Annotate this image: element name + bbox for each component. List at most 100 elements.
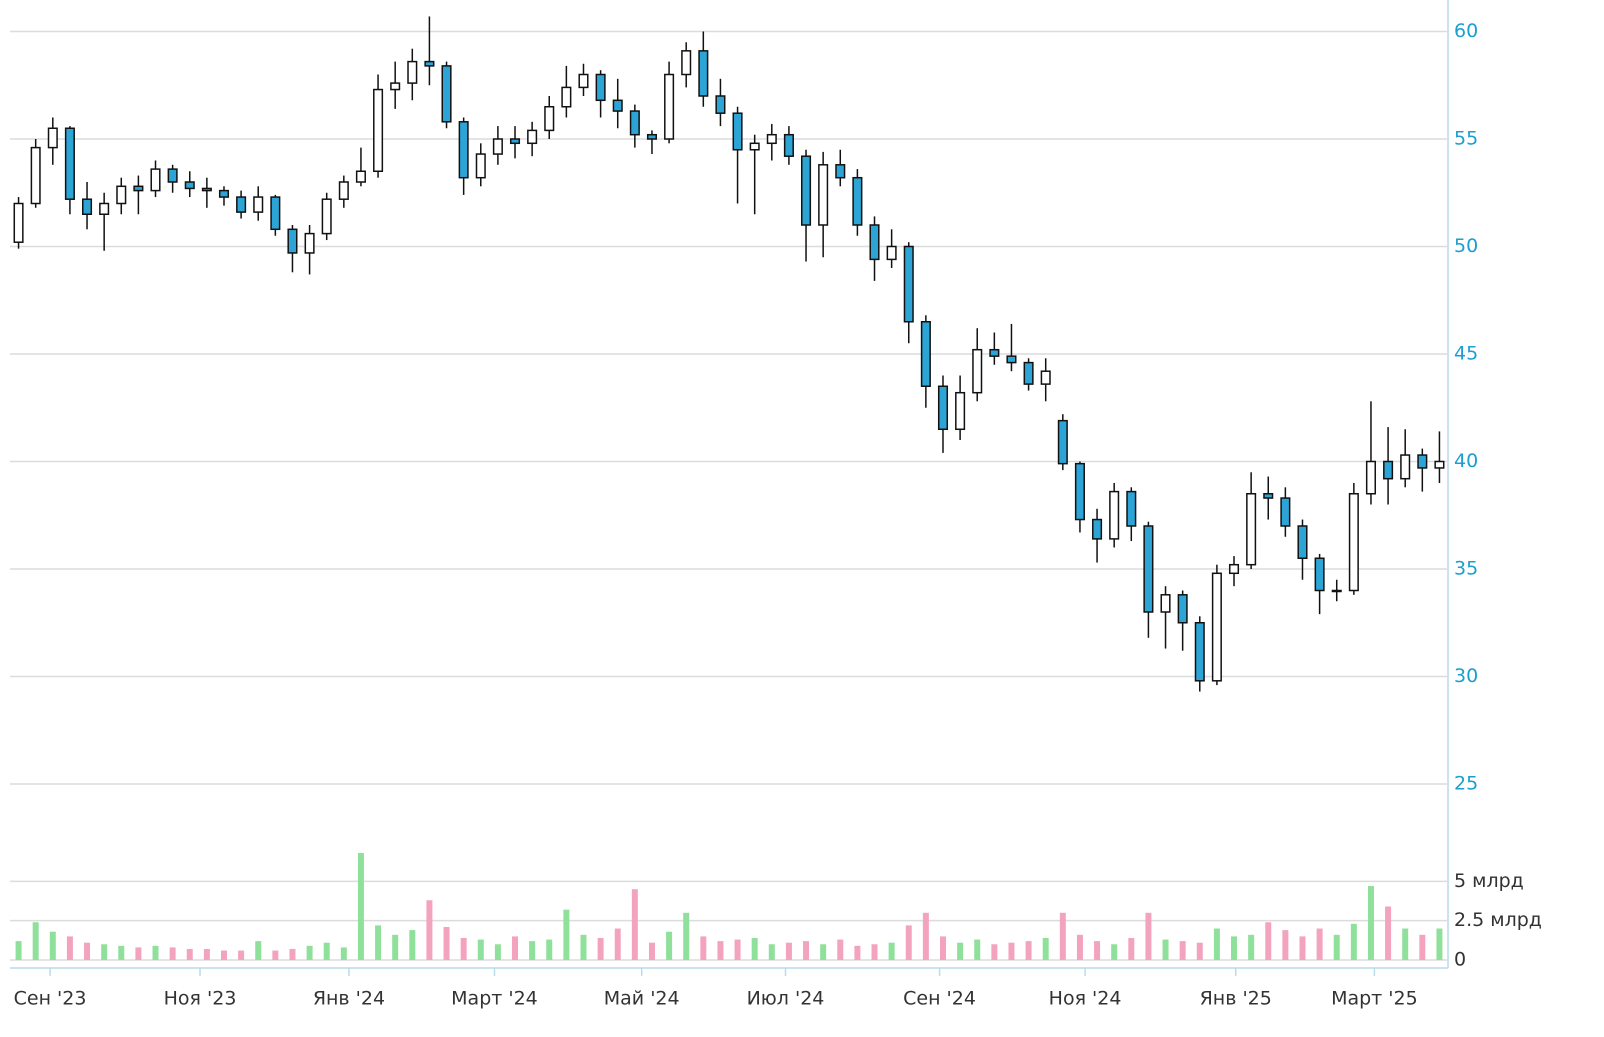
candle-body (715, 95, 726, 114)
volume-bar (631, 889, 638, 960)
candle-body (955, 391, 966, 431)
volume-bar (905, 925, 912, 960)
candle-body (1297, 525, 1308, 559)
candle-body (937, 385, 949, 430)
volume-bar (734, 939, 741, 960)
candle-body (509, 138, 521, 145)
candle-body (801, 155, 812, 226)
volume-bar (1042, 937, 1049, 960)
volume-bar (854, 945, 861, 960)
volume-bar (1128, 937, 1135, 960)
candle-body (218, 189, 230, 198)
volume-bar (1282, 930, 1289, 960)
y-tick-label: 60 (1454, 20, 1478, 42)
volume-bar (888, 942, 895, 960)
candle-body (1211, 572, 1222, 682)
volume-bar (443, 926, 450, 960)
volume-bar (1231, 936, 1238, 960)
volume-bar (460, 937, 467, 960)
y-tick-label: 55 (1454, 128, 1478, 150)
candle-body (133, 185, 144, 192)
volume-bar (563, 909, 570, 960)
volume-bar (1265, 922, 1272, 960)
candle-body (1143, 525, 1154, 613)
candle-body (749, 142, 760, 151)
volume-bar (546, 939, 553, 960)
candle-body (390, 82, 401, 91)
volume-bar (717, 941, 724, 960)
volume-bar (255, 941, 262, 960)
x-tick-label: Март '25 (1331, 988, 1418, 1010)
candle-body (1092, 518, 1103, 540)
candle-body (1023, 361, 1034, 385)
candle-body (732, 112, 743, 151)
volume-bar (1213, 928, 1220, 960)
volume-bar (803, 941, 810, 960)
y-tick-label: 30 (1454, 665, 1478, 687)
candle-body (184, 181, 195, 190)
y-tick-label: 5 млрд (1454, 870, 1524, 892)
candle-body (424, 60, 435, 67)
volume-bar (1299, 936, 1306, 960)
candle-body (321, 198, 332, 235)
volume-bar (1059, 912, 1066, 960)
candle-body (82, 198, 93, 215)
volume-bar (1248, 934, 1255, 960)
candle-body (852, 176, 863, 226)
candle-body (972, 348, 983, 394)
volume-bar (409, 930, 416, 960)
candle-body (253, 196, 264, 213)
volume-bar (66, 936, 73, 960)
volume-bar (494, 944, 501, 960)
volume-bar (306, 945, 313, 960)
candle-body (1246, 493, 1257, 566)
volume-bar (597, 937, 604, 960)
candle-body (818, 164, 829, 226)
volume-bar (1350, 923, 1357, 960)
volume-bar (135, 947, 142, 960)
candle-body (698, 50, 709, 97)
candle-body (1348, 493, 1359, 592)
candle-body (1194, 622, 1205, 682)
candle-body (595, 73, 606, 102)
volume-bar (751, 937, 758, 960)
candle-body (1228, 563, 1240, 575)
candle-body (1040, 370, 1051, 385)
candle-body (527, 129, 538, 145)
volume-bar (768, 944, 775, 960)
volume-bar (871, 944, 878, 960)
volume-bar (152, 945, 159, 960)
volume-bar (15, 941, 22, 960)
y-tick-label: 40 (1454, 450, 1478, 472)
volume-bar (512, 936, 519, 960)
candle-body (1434, 460, 1445, 469)
candle-body (766, 133, 777, 145)
x-tick-label: Июл '24 (747, 988, 825, 1010)
volume-bar (700, 936, 707, 960)
candle-body (578, 73, 589, 89)
volume-bar (84, 942, 91, 960)
candle-body (1074, 462, 1085, 521)
volume-bar (1196, 942, 1203, 960)
volume-bar (1402, 928, 1409, 960)
volume-bar (323, 942, 330, 960)
candle-body (544, 106, 555, 132)
volume-bar (529, 941, 536, 960)
volume-bar (1162, 939, 1169, 960)
x-tick-label: Янв '24 (313, 988, 385, 1010)
volume-bar (118, 945, 125, 960)
candle-body (116, 185, 127, 205)
candle-body (304, 232, 315, 254)
candle-body (270, 196, 281, 231)
volume-bar (357, 853, 364, 960)
x-tick-label: Янв '25 (1200, 988, 1272, 1010)
volume-bar (289, 948, 296, 960)
y-tick-label: 50 (1454, 235, 1478, 257)
candle-body (629, 110, 640, 136)
volume-bar (1179, 941, 1186, 960)
volume-bar (375, 925, 382, 960)
volume-bar (1094, 941, 1101, 960)
candle-body (1160, 594, 1171, 613)
volume-bar (1316, 928, 1323, 960)
